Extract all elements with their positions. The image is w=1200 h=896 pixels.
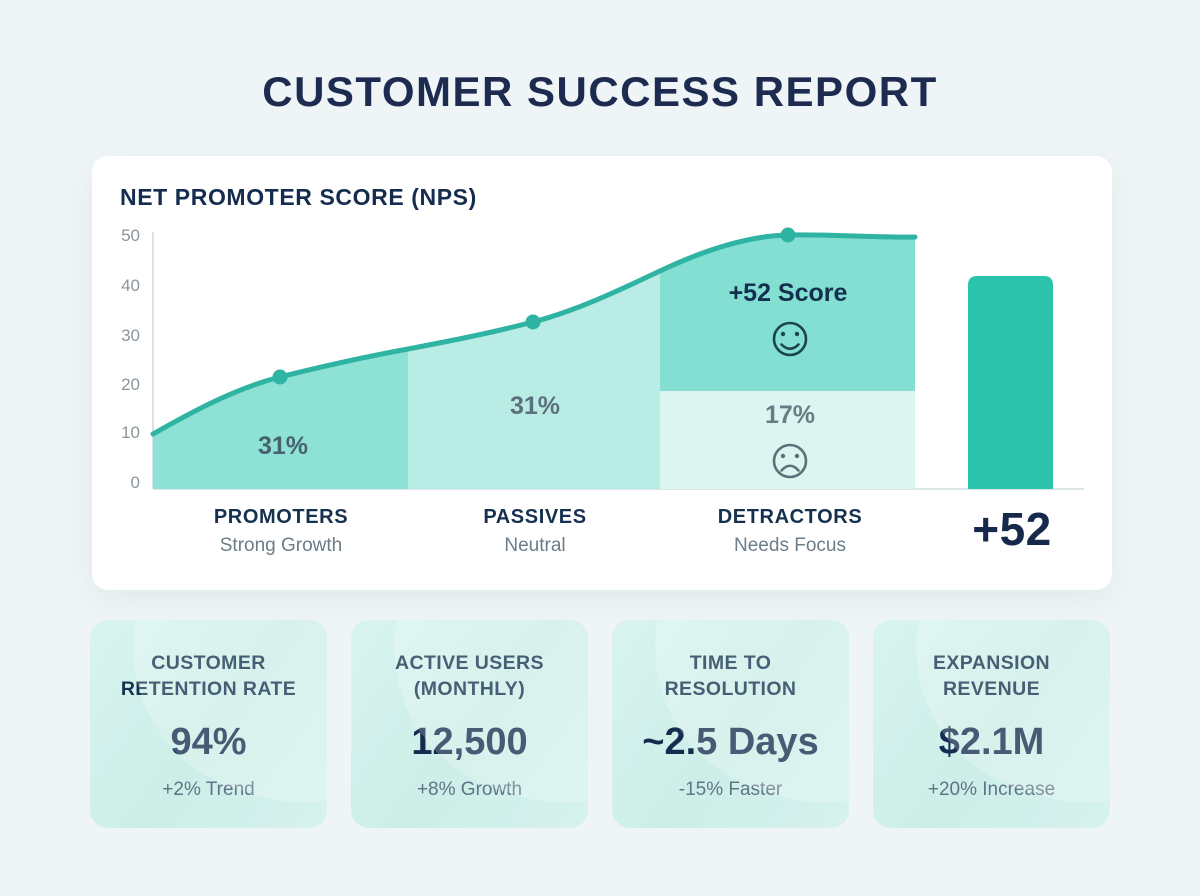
y-tick-10: 10	[121, 423, 140, 442]
nps-chart-card: NET PROMOTER SCORE (NPS) 50 40 30 20 10 …	[92, 156, 1112, 590]
promoters-percent-label: 31%	[257, 432, 309, 460]
kpi-card-retention: CUSTOMER RETENTION RATE 94% +2% Trend	[90, 620, 327, 828]
kpi-card-active-users: ACTIVE USERS (MONTHLY) 12,500 +8% Growth	[351, 620, 588, 828]
nps-score-value: +52	[972, 503, 1052, 555]
kpi-value: $2.1M	[938, 721, 1045, 763]
passives-label: PASSIVES	[483, 506, 587, 528]
detractors-lower-band	[660, 391, 915, 489]
detractors-label: DETRACTORS	[717, 506, 863, 528]
kpi-card-time-to-resolution: TIME TO RESOLUTION ~2.5 Days -15% Faster	[612, 620, 849, 828]
nps-area-chart	[150, 227, 1084, 490]
kpi-trend: +8% Growth	[416, 779, 523, 800]
kpi-value: 94%	[170, 721, 247, 763]
sad-face-icon	[772, 443, 808, 479]
y-tick-30: 30	[121, 326, 140, 345]
chart-title: NET PROMOTER SCORE (NPS)	[120, 184, 477, 210]
kpi-trend: +2% Trend	[162, 779, 255, 800]
kpi-trend: -15% Faster	[678, 779, 783, 800]
detractors-percent-label: 17%	[764, 401, 816, 429]
detractors-sublabel: Needs Focus	[734, 535, 846, 556]
y-tick-40: 40	[121, 276, 140, 295]
score-bar	[968, 276, 1053, 489]
promoters-sublabel: Strong Growth	[219, 535, 343, 556]
score-annotation: +52 Score	[728, 279, 848, 307]
y-tick-50: 50	[121, 226, 140, 245]
kpi-title: TIME TO RESOLUTION	[664, 652, 797, 700]
kpi-card-expansion-revenue: EXPANSION REVENUE $2.1M +20% Increase	[873, 620, 1110, 828]
category-detractors: DETRACTORS Needs Focus	[670, 506, 910, 557]
kpi-value: 12,500	[411, 721, 528, 763]
category-passives: PASSIVES Neutral	[415, 506, 655, 557]
data-point-promoters	[272, 369, 288, 385]
kpi-title: CUSTOMER RETENTION RATE	[120, 652, 297, 700]
page-title: CUSTOMER SUCCESS REPORT	[262, 68, 938, 115]
y-tick-0: 0	[130, 473, 140, 492]
kpi-trend: +20% Increase	[927, 779, 1056, 800]
kpi-row: CUSTOMER RETENTION RATE 94% +2% Trend AC…	[90, 620, 1110, 828]
y-tick-20: 20	[121, 375, 140, 394]
area-fill-promoters	[153, 349, 408, 489]
kpi-title: ACTIVE USERS (MONTHLY)	[395, 652, 544, 700]
data-point-detractors	[780, 227, 796, 243]
data-point-passives	[525, 314, 541, 330]
smiley-face-icon	[772, 321, 808, 357]
area-fill-passives	[408, 271, 660, 489]
passives-sublabel: Neutral	[504, 535, 566, 556]
kpi-value: ~2.5 Days	[642, 721, 819, 763]
kpi-title: EXPANSION REVENUE	[932, 652, 1050, 700]
passives-percent-label: 31%	[509, 392, 561, 420]
category-promoters: PROMOTERS Strong Growth	[161, 506, 401, 557]
promoters-label: PROMOTERS	[213, 506, 349, 528]
